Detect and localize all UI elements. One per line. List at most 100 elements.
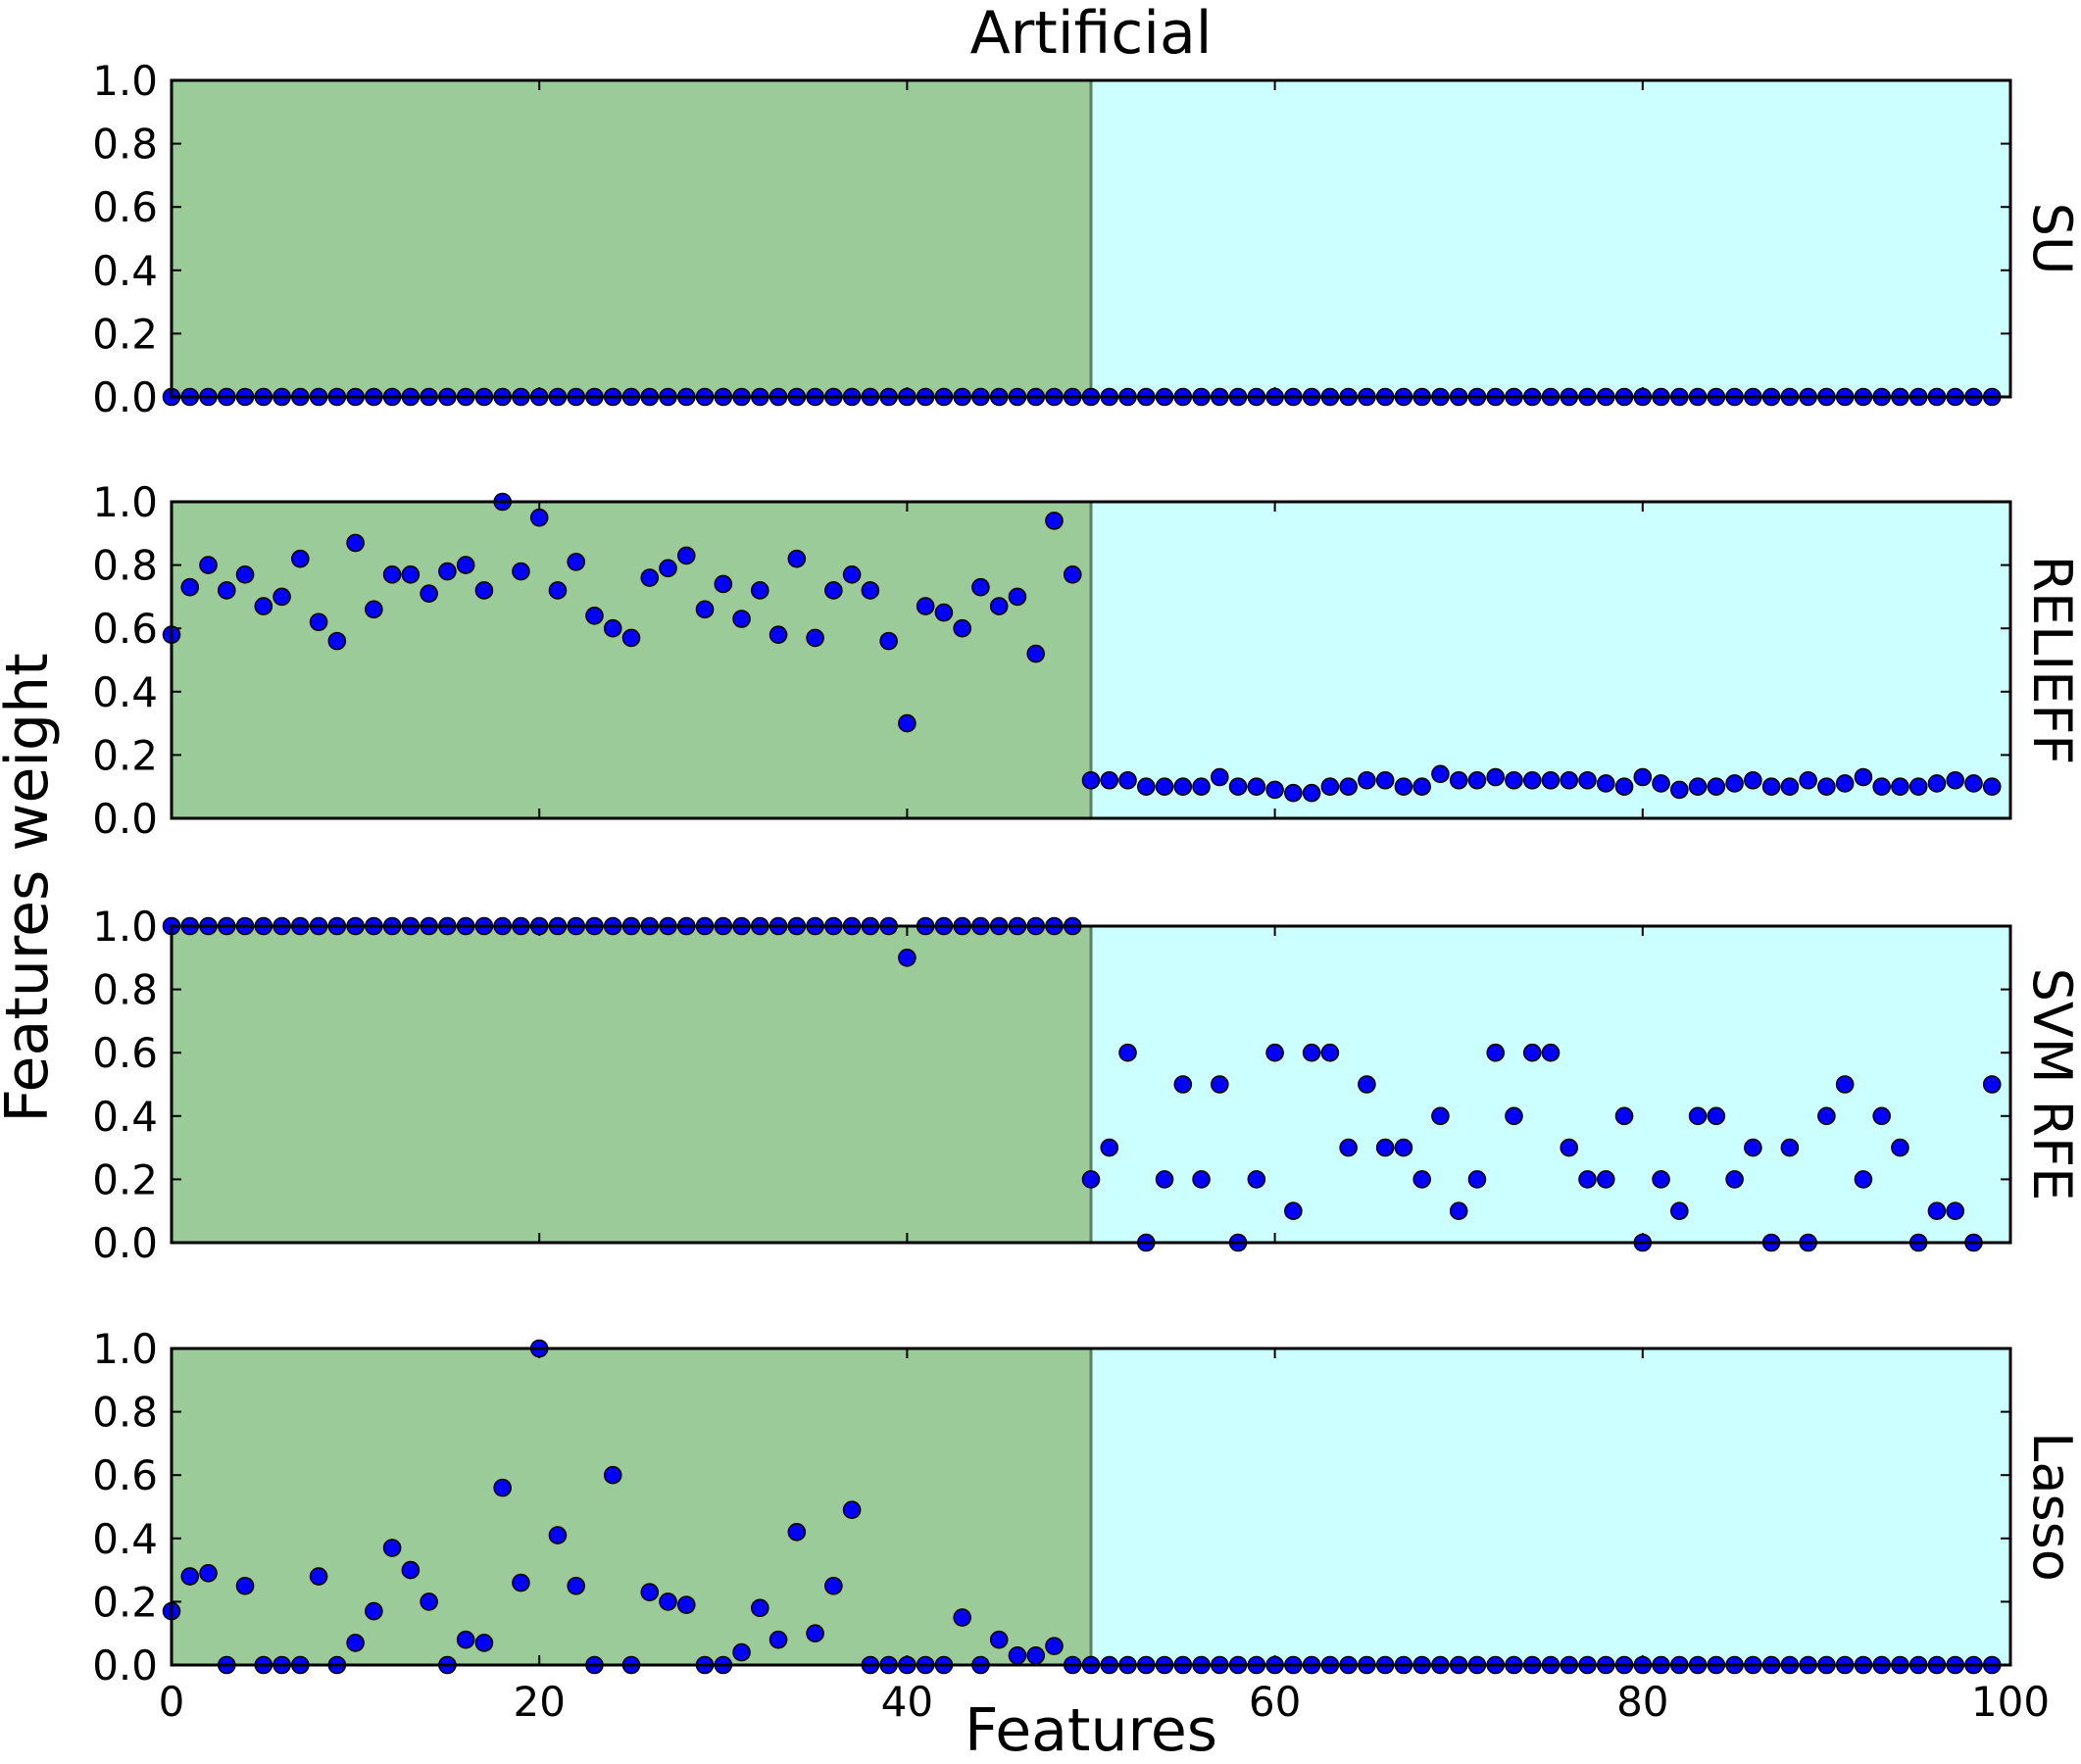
data-point [1652, 1170, 1670, 1189]
data-point [1339, 777, 1358, 797]
data-point [806, 1624, 824, 1642]
data-point [1155, 777, 1174, 797]
data-point [1854, 767, 1873, 787]
data-point [1872, 1106, 1891, 1126]
data-point [1614, 777, 1634, 797]
y-tick-label: 0.4 [92, 668, 158, 716]
data-point [787, 1523, 807, 1542]
subplot-lasso: 0.0 0.2 0.4 0.6 0.8 1.0 0 20 40 60 80 100 Lasso [92, 1325, 2081, 1726]
relevant-region [172, 502, 1091, 818]
data-point [474, 1634, 494, 1652]
data-point [1118, 770, 1137, 790]
y-tick-label: 0.0 [92, 373, 158, 421]
data-point [1835, 1075, 1855, 1094]
data-point [842, 1500, 862, 1520]
y-tick-label: 1.0 [92, 903, 158, 951]
data-point [199, 1564, 218, 1583]
data-point [1247, 777, 1266, 797]
data-point [1505, 1106, 1523, 1126]
data-point [1228, 777, 1248, 797]
y-tick-label: 0.4 [92, 1093, 158, 1141]
data-point [1284, 1201, 1303, 1220]
axes-frame [170, 924, 2012, 1245]
data-point [1449, 770, 1468, 790]
y-tick-label: 1.0 [92, 1325, 158, 1373]
data-point [235, 564, 255, 584]
y-tick-label: 0.0 [92, 1219, 158, 1267]
y-tick-label: 0.2 [92, 731, 158, 779]
data-point [474, 581, 494, 600]
y-tick-label: 0.4 [92, 247, 158, 295]
relevant-region [172, 1348, 1091, 1665]
data-point [916, 597, 935, 615]
data-point [529, 508, 549, 527]
data-point [824, 1576, 843, 1595]
data-point [1320, 1043, 1340, 1062]
data-point [1136, 777, 1156, 797]
data-point [1891, 1138, 1909, 1157]
data-point [1633, 767, 1653, 787]
data-point [1817, 1106, 1836, 1126]
data-point [1817, 777, 1836, 797]
data-point [309, 1567, 328, 1586]
data-point [603, 1465, 622, 1485]
data-point [953, 1608, 971, 1627]
data-point [1541, 1043, 1561, 1062]
data-point [953, 618, 971, 638]
data-point [732, 610, 751, 628]
data-point [989, 1630, 1009, 1649]
y-tick-label: 0.6 [92, 605, 158, 653]
data-point [1173, 1075, 1193, 1094]
y-tick-label: 1.0 [92, 57, 158, 105]
data-point [1614, 1106, 1634, 1126]
data-point [1891, 777, 1909, 797]
subplot-su: 0.0 0.2 0.4 0.6 0.8 1.0 SU [92, 57, 2081, 421]
data-point [1670, 780, 1689, 800]
y-axis-label: Features weight [0, 653, 62, 1122]
data-point [420, 584, 438, 603]
irrelevant-region [1091, 502, 2010, 818]
data-point [1652, 774, 1670, 793]
data-point [1505, 770, 1523, 790]
data-point [751, 581, 769, 600]
data-point [1596, 1170, 1615, 1189]
data-point [1761, 777, 1781, 797]
x-tick-label: 80 [1616, 1678, 1668, 1726]
data-point [1008, 587, 1027, 607]
x-tick-label: 40 [881, 1678, 933, 1726]
data-point [346, 1634, 365, 1652]
data-point [603, 618, 622, 638]
data-point [512, 562, 530, 581]
data-point [1412, 777, 1431, 797]
data-point [1908, 777, 1928, 797]
data-point [1799, 770, 1817, 790]
data-point [199, 556, 218, 574]
series-label: SVM RFE [2021, 968, 2081, 1201]
data-point [768, 1630, 788, 1649]
data-point [1081, 1170, 1101, 1189]
data-point [1560, 770, 1579, 790]
y-tick-label: 0.6 [92, 1451, 158, 1499]
data-point [493, 1478, 512, 1497]
relevant-region [172, 926, 1091, 1243]
data-point [1045, 1637, 1064, 1655]
data-point [989, 597, 1009, 615]
data-point [567, 553, 586, 571]
data-point [714, 574, 733, 594]
x-tick-label: 0 [159, 1678, 185, 1726]
y-tick-label: 0.8 [92, 966, 158, 1014]
data-point [842, 564, 862, 584]
data-point [217, 581, 236, 600]
data-point [1486, 1043, 1506, 1062]
data-point [1339, 1138, 1358, 1157]
data-point [1358, 1075, 1376, 1094]
data-point [1707, 777, 1726, 797]
data-point [1100, 770, 1119, 790]
data-point [1265, 780, 1284, 800]
data-point [732, 1642, 751, 1662]
x-tick-label: 100 [1971, 1678, 2050, 1726]
data-point [787, 549, 807, 568]
data-point [1725, 774, 1744, 793]
data-point [898, 948, 917, 967]
data-point [1835, 774, 1855, 793]
